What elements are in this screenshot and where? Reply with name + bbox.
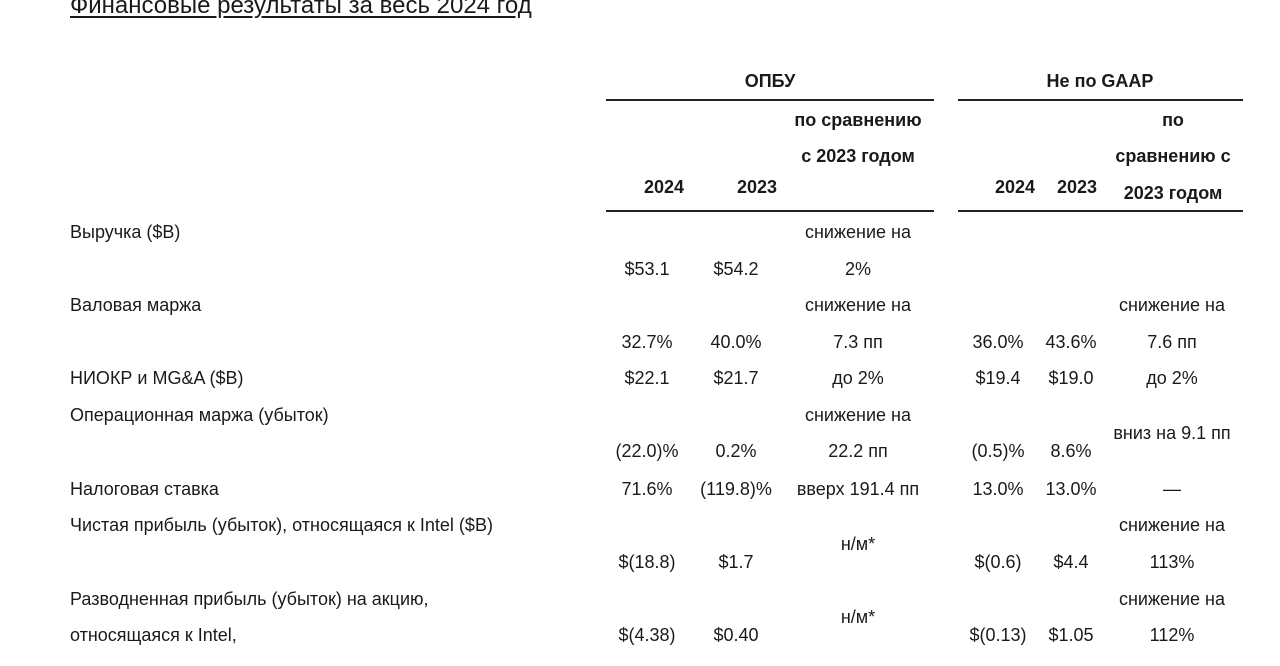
cell-operating-margin-gaap-compare-line2: 22.2 пп bbox=[828, 441, 888, 461]
cell-revenue-gaap-2023: $54.2 bbox=[713, 259, 759, 279]
row-label-operating-margin: Операционная маржа (убыток) bbox=[70, 405, 329, 425]
cell-gross-margin-gaap-compare-line2: 7.3 пп bbox=[833, 332, 883, 352]
cell-rd-mga-nongaap-compare: до 2% bbox=[1146, 368, 1198, 388]
cell-gross-margin-gaap-2023: 40.0% bbox=[710, 332, 762, 352]
nongaap-compare-header-line2: сравнению с bbox=[1115, 146, 1231, 166]
cell-tax-rate-gaap-2023: (119.8)% bbox=[700, 479, 772, 499]
cell-rd-mga-gaap-2024: $22.1 bbox=[624, 368, 670, 388]
gaap-year-2023-header: 2023 bbox=[736, 177, 778, 197]
row-label-diluted-eps-line2: относящаяся к Intel, bbox=[70, 625, 237, 645]
gaap-compare-header-line1: по сравнению bbox=[794, 110, 922, 130]
cell-net-income-gaap-compare: н/м* bbox=[840, 534, 876, 554]
cell-net-income-nongaap-2023: $4.4 bbox=[1053, 552, 1089, 572]
nongaap-header: Не по GAAP bbox=[1046, 71, 1154, 91]
row-label-diluted-eps-line1: Разводненная прибыль (убыток) на акцию, bbox=[70, 589, 429, 609]
cell-tax-rate-nongaap-compare: — bbox=[1163, 479, 1181, 499]
nongaap-year-2023-header: 2023 bbox=[1056, 177, 1098, 197]
cell-tax-rate-nongaap-2023: 13.0% bbox=[1045, 479, 1097, 499]
nongaap-columns-rule bbox=[958, 210, 1243, 212]
row-label-gross-margin: Валовая маржа bbox=[70, 295, 202, 315]
cell-gross-margin-gaap-2024: 32.7% bbox=[621, 332, 673, 352]
gaap-header: ОПБУ bbox=[744, 71, 796, 91]
cell-diluted-eps-gaap-compare: н/м* bbox=[840, 607, 876, 627]
cell-rd-mga-gaap-compare: до 2% bbox=[832, 368, 884, 388]
gaap-compare-header-line2: с 2023 годом bbox=[801, 146, 915, 166]
cell-gross-margin-nongaap-2024: 36.0% bbox=[972, 332, 1024, 352]
page-title: Финансовые результаты за весь 2024 год bbox=[70, 0, 532, 19]
gaap-header-rule bbox=[606, 99, 934, 101]
cell-operating-margin-gaap-compare-line1: снижение на bbox=[804, 405, 912, 425]
cell-revenue-gaap-2024: $53.1 bbox=[624, 259, 670, 279]
cell-net-income-nongaap-compare-line2: 113% bbox=[1149, 552, 1195, 572]
cell-diluted-eps-nongaap-compare-line1: снижение на bbox=[1118, 589, 1226, 609]
cell-revenue-gaap-compare-line2: 2% bbox=[844, 259, 872, 279]
cell-tax-rate-gaap-compare: вверх 191.4 пп bbox=[796, 479, 920, 499]
cell-rd-mga-gaap-2023: $21.7 bbox=[713, 368, 759, 388]
cell-net-income-nongaap-compare-line1: снижение на bbox=[1118, 515, 1226, 535]
cell-net-income-gaap-2023: $1.7 bbox=[718, 552, 754, 572]
cell-operating-margin-gaap-2024: (22.0)% bbox=[615, 441, 679, 461]
cell-gross-margin-nongaap-compare-line2: 7.6 пп bbox=[1147, 332, 1197, 352]
cell-net-income-nongaap-2024: $(0.6) bbox=[974, 552, 1022, 572]
cell-gross-margin-gaap-compare-line1: снижение на bbox=[804, 295, 912, 315]
row-label-net-income: Чистая прибыль (убыток), относящаяся к I… bbox=[70, 515, 493, 535]
cell-operating-margin-gaap-2023: 0.2% bbox=[715, 441, 757, 461]
cell-operating-margin-nongaap-2024: (0.5)% bbox=[971, 441, 1025, 461]
cell-revenue-gaap-compare-line1: снижение на bbox=[804, 222, 912, 242]
gaap-columns-rule bbox=[606, 210, 934, 212]
cell-rd-mga-nongaap-2023: $19.0 bbox=[1048, 368, 1094, 388]
nongaap-header-rule bbox=[958, 99, 1243, 101]
cell-tax-rate-nongaap-2024: 13.0% bbox=[972, 479, 1024, 499]
row-label-rd-mga: НИОКР и MG&A ($B) bbox=[70, 368, 244, 388]
row-label-tax-rate: Налоговая ставка bbox=[70, 479, 219, 499]
cell-diluted-eps-nongaap-2023: $1.05 bbox=[1048, 625, 1094, 645]
nongaap-compare-header-line3: 2023 годом bbox=[1123, 183, 1223, 203]
cell-net-income-gaap-2024: $(18.8) bbox=[618, 552, 676, 572]
cell-diluted-eps-nongaap-compare-line2: 112% bbox=[1149, 625, 1195, 645]
row-label-revenue: Выручка ($B) bbox=[70, 222, 181, 242]
cell-rd-mga-nongaap-2024: $19.4 bbox=[975, 368, 1021, 388]
cell-diluted-eps-gaap-2023: $0.40 bbox=[713, 625, 759, 645]
gaap-year-2024-header: 2024 bbox=[643, 177, 685, 197]
cell-tax-rate-gaap-2024: 71.6% bbox=[621, 479, 673, 499]
nongaap-year-2024-header: 2024 bbox=[994, 177, 1036, 197]
nongaap-compare-header-line1: по bbox=[1162, 110, 1184, 130]
cell-operating-margin-nongaap-compare: вниз на 9.1 пп bbox=[1113, 423, 1231, 443]
cell-diluted-eps-nongaap-2024: $(0.13) bbox=[969, 625, 1027, 645]
cell-operating-margin-nongaap-2023: 8.6% bbox=[1050, 441, 1092, 461]
cell-gross-margin-nongaap-compare-line1: снижение на bbox=[1118, 295, 1226, 315]
cell-gross-margin-nongaap-2023: 43.6% bbox=[1045, 332, 1097, 352]
cell-diluted-eps-gaap-2024: $(4.38) bbox=[618, 625, 676, 645]
